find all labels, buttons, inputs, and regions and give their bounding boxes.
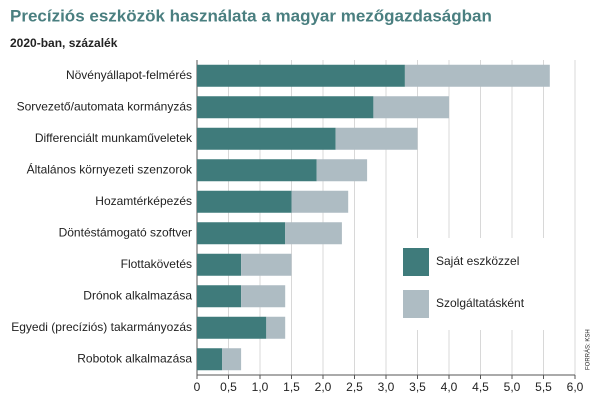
x-tick-label: 0,5	[220, 380, 237, 394]
bar	[241, 253, 292, 276]
y-tick-label: Növényállapot-felmérés	[66, 68, 192, 82]
y-tick-label: Hozamtérképezés	[95, 194, 192, 208]
bar	[197, 316, 267, 339]
chart-title: Precíziós eszközök használata a magyar m…	[10, 6, 492, 25]
bar	[373, 96, 449, 119]
x-tick-label: 3,0	[378, 380, 395, 394]
bar	[197, 127, 336, 150]
y-tick-label: Differenciált munkaműveletek	[35, 131, 193, 145]
x-tick-label: 2,5	[346, 380, 363, 394]
bar	[197, 64, 405, 87]
bar	[197, 159, 317, 182]
x-tick-label: 5,5	[535, 380, 552, 394]
bar	[266, 316, 286, 339]
bar	[222, 348, 242, 371]
bar	[197, 222, 286, 245]
x-tick-label: 5,0	[504, 380, 521, 394]
chart-subtitle: 2020-ban, százalék	[10, 36, 118, 50]
x-tick-label: 0	[194, 380, 201, 394]
y-tick-label: Egyedi (precíziós) takarmányozás	[11, 320, 192, 334]
x-tick-label: 1,5	[283, 380, 300, 394]
source: FORRÁS: KSH	[585, 329, 592, 370]
legend-label: Saját eszközzel	[436, 254, 519, 268]
x-tick-label: 3,5	[409, 380, 426, 394]
bar	[197, 190, 292, 213]
y-tick-label: Flottakövetés	[121, 257, 192, 271]
bar	[285, 222, 342, 245]
bar	[316, 159, 368, 182]
x-tick-label: 4,5	[472, 380, 489, 394]
bar	[197, 96, 374, 119]
y-tick-label: Drónok alkalmazása	[83, 288, 192, 302]
bar	[197, 285, 242, 308]
y-tick-label: Sorvezető/automata kormányzás	[17, 99, 192, 113]
y-tick-label: Robotok alkalmazása	[77, 351, 192, 365]
bar	[335, 127, 418, 150]
x-tick-label: 2,0	[315, 380, 332, 394]
x-tick-label: 6,0	[567, 380, 584, 394]
x-tick-label: 4,0	[441, 380, 458, 394]
x-tick-label: 1,0	[252, 380, 269, 394]
bar	[241, 285, 286, 308]
legend-swatch	[403, 248, 429, 276]
bar	[197, 348, 223, 371]
bar	[291, 190, 349, 213]
y-tick-label: Általános környezeti szenzorok	[27, 161, 193, 176]
legend-swatch	[403, 290, 429, 318]
y-tick-label: Döntéstámogató szoftver	[59, 225, 192, 239]
bar	[404, 64, 550, 87]
legend-label: Szolgáltatásként	[436, 296, 525, 310]
bar	[197, 253, 242, 276]
